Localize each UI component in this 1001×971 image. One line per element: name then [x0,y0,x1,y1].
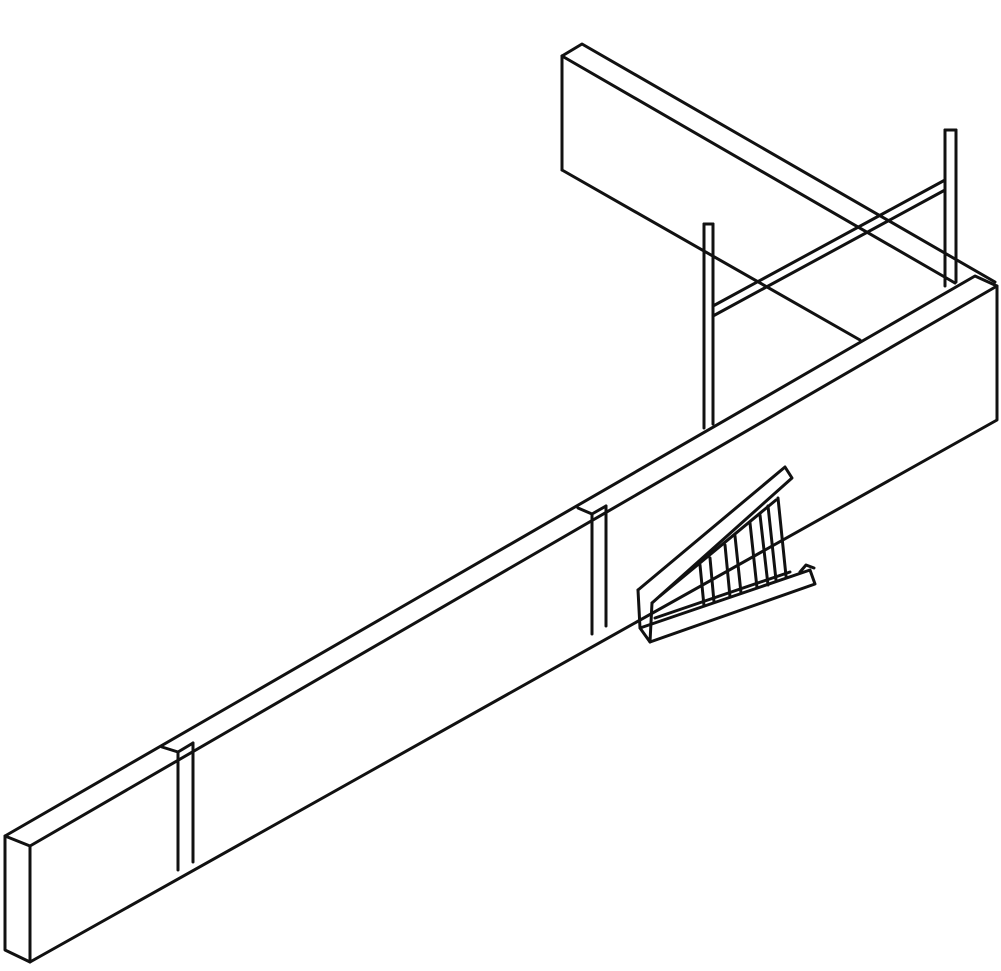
wall-joint [160,741,195,872]
long-wall-end-edge [3,834,32,964]
pipe-frame [702,128,958,430]
horizontal-brace [711,178,947,318]
ladder-rail [658,498,778,598]
ladder-rung [758,513,770,587]
ladder-rung [733,534,743,595]
short-wall-panel [560,42,997,342]
ladder-rung [766,504,778,582]
ladder-rung [776,496,788,578]
wall-joint [576,504,608,636]
vertical-pipe [702,222,715,430]
ladder-rail [653,570,792,620]
ladder-rung [723,543,732,599]
ladder-rail [638,568,817,644]
long-wall-panel [3,274,999,964]
ladder-rung [698,563,706,608]
long-wall-front-face [28,284,999,964]
short-wall-top-back [560,42,997,284]
wall-joints [160,504,608,872]
ladder-rung [748,521,759,590]
short-wall-top-front [560,54,957,285]
ladder-rail [636,465,794,605]
long-wall-top-face [3,274,999,848]
vertical-pipe [943,128,958,288]
ladder-rung [708,556,716,604]
ladder [636,465,817,644]
short-wall-bottom-edge [560,168,862,342]
ladder-hook [798,563,816,574]
ladder-foot [636,588,654,644]
